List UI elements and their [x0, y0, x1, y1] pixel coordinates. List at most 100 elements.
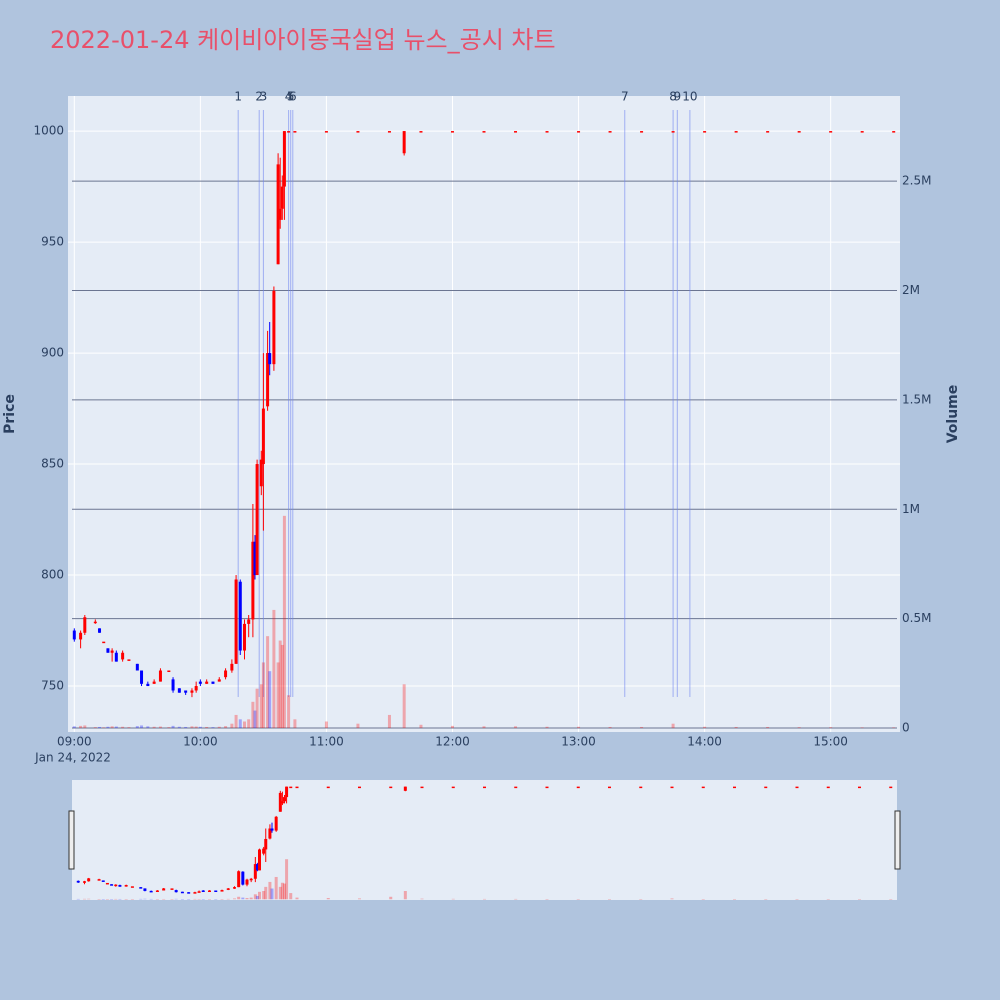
y2-axis-title: Volume — [945, 385, 961, 444]
volume-bar — [287, 695, 291, 729]
candle-body — [124, 885, 128, 887]
event-label: 2 — [255, 90, 263, 104]
candle-body — [483, 786, 486, 789]
candle-body — [293, 131, 297, 133]
volume-bar — [268, 881, 272, 900]
candle-body — [72, 630, 76, 640]
volume-bar — [241, 897, 245, 900]
candle-body — [795, 786, 799, 789]
candle-body — [420, 786, 424, 789]
volume-bar — [270, 888, 274, 900]
candle-body — [190, 690, 194, 693]
volume-bar — [295, 897, 299, 900]
volume-bar — [106, 726, 110, 729]
volume-bar — [127, 727, 131, 729]
volume-bar — [403, 891, 407, 900]
volume-bar — [146, 726, 150, 729]
volume-bar — [255, 688, 259, 729]
candle-body — [639, 786, 643, 789]
candle-body — [83, 617, 87, 633]
volume-bar — [190, 726, 194, 729]
x-date-label: Jan 24, 2022 — [34, 751, 111, 765]
volume-bar — [140, 725, 144, 729]
candle-body — [220, 890, 224, 892]
y-tick-label: 800 — [41, 568, 64, 582]
candle-body — [110, 884, 114, 886]
volume-bar — [79, 725, 83, 729]
volume-bar — [577, 726, 581, 729]
chart-title: 2022-01-24 케이비아이동국실업 뉴스_공시 차트 — [50, 26, 556, 54]
candle-body — [733, 786, 736, 789]
volume-bar — [253, 710, 257, 729]
volume-bar — [205, 726, 209, 729]
candle-body — [514, 786, 518, 789]
candle-body — [139, 887, 143, 889]
event-label: 7 — [621, 90, 629, 104]
candle-body — [266, 353, 270, 407]
y-tick-label: 750 — [41, 679, 64, 693]
slider-handle[interactable] — [68, 810, 75, 870]
event-label: 1 — [234, 90, 242, 104]
volume-bar — [152, 726, 156, 729]
y2-tick-label: 1.5M — [902, 392, 931, 406]
volume-bar — [184, 726, 188, 729]
volume-bar — [326, 898, 330, 900]
candle-body — [764, 786, 768, 789]
volume-bar — [264, 886, 268, 900]
volume-bar — [143, 898, 147, 900]
x-tick-label: 15:00 — [813, 735, 848, 749]
candle-body — [829, 131, 833, 133]
candle-body — [295, 786, 299, 789]
candle-body — [482, 131, 486, 133]
y-tick-label: 900 — [41, 346, 64, 360]
candle-body — [143, 888, 147, 891]
candle-body — [797, 131, 801, 133]
candle-body — [238, 581, 242, 651]
volume-bar — [242, 721, 246, 729]
candle-body — [146, 683, 150, 687]
candle-body — [83, 881, 86, 883]
slider-handle[interactable] — [894, 810, 901, 870]
event-label: 3 — [260, 90, 268, 104]
candle-body — [234, 579, 238, 664]
candle-body — [289, 786, 293, 789]
volume-bar — [451, 898, 455, 900]
y2-tick-label: 2M — [902, 283, 920, 297]
candle-body — [276, 164, 280, 265]
candle-body — [171, 679, 175, 691]
volume-bar — [253, 894, 257, 900]
volume-bar — [238, 719, 242, 729]
candle-body — [105, 882, 109, 885]
candle-body — [258, 849, 261, 871]
range-slider[interactable] — [72, 780, 897, 900]
volume-bar — [261, 662, 265, 729]
volume-bar — [734, 726, 738, 729]
candle-body — [79, 632, 83, 640]
volume-bar — [174, 898, 178, 900]
candle-body — [224, 670, 228, 678]
volume-bar — [576, 899, 580, 900]
candle-body — [766, 131, 770, 133]
candle-body — [253, 541, 257, 576]
volume-bar — [293, 719, 297, 729]
volume-bar — [671, 723, 675, 729]
candle-body — [734, 131, 738, 133]
candle-body — [272, 290, 276, 365]
candle-body — [608, 131, 612, 133]
volume-bar — [124, 899, 128, 900]
y-axis-title: Price — [2, 394, 18, 434]
y2-tick-label: 0.5M — [902, 611, 931, 625]
candle-body — [387, 131, 391, 133]
volume-bar — [282, 515, 286, 729]
x-tick-label: 09:00 — [57, 735, 92, 749]
volume-bar — [272, 609, 276, 729]
volume-bar — [87, 898, 91, 900]
candle-body — [162, 888, 166, 891]
candle-body — [101, 880, 105, 882]
volume-bar — [860, 727, 864, 729]
candle-body — [268, 353, 272, 365]
candle-body — [152, 681, 156, 684]
volume-bar — [356, 723, 360, 729]
candle-body — [158, 670, 162, 682]
candle-body — [278, 208, 282, 220]
